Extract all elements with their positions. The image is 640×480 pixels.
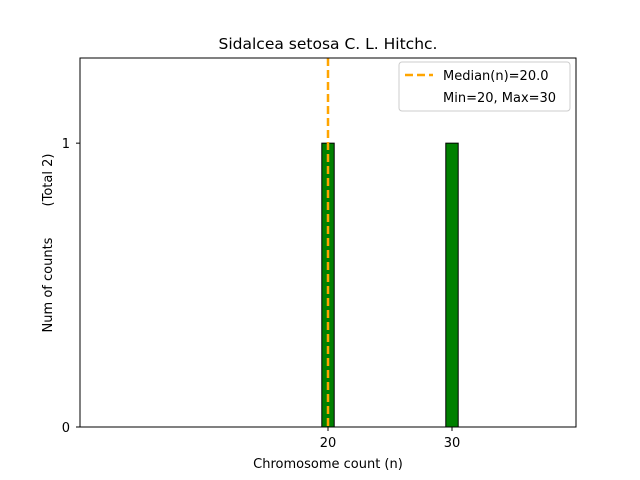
y-tick-label-0: 0 (62, 421, 70, 436)
x-tick-label-30: 30 (444, 436, 461, 451)
chart-title: Sidalcea setosa C. L. Hitchc. (219, 35, 438, 53)
x-tick-label-20: 20 (320, 436, 337, 451)
legend-box (398, 61, 571, 112)
bar-30 (445, 142, 459, 428)
legend: Median(n)=20.0 Min=20, Max=30 (398, 61, 571, 112)
x-axis-label: Chromosome count (n) (253, 457, 403, 472)
y-tick-label-1: 1 (62, 137, 70, 152)
y-axis-total-label: (Total 2) (41, 154, 56, 207)
legend-median-label: Median(n)=20.0 (443, 69, 549, 84)
y-axis-label: Num of counts (41, 237, 56, 332)
plot-area (80, 58, 496, 428)
legend-range-label: Min=20, Max=30 (443, 91, 556, 106)
axis-ticks: 20 30 0 1 (62, 137, 461, 451)
